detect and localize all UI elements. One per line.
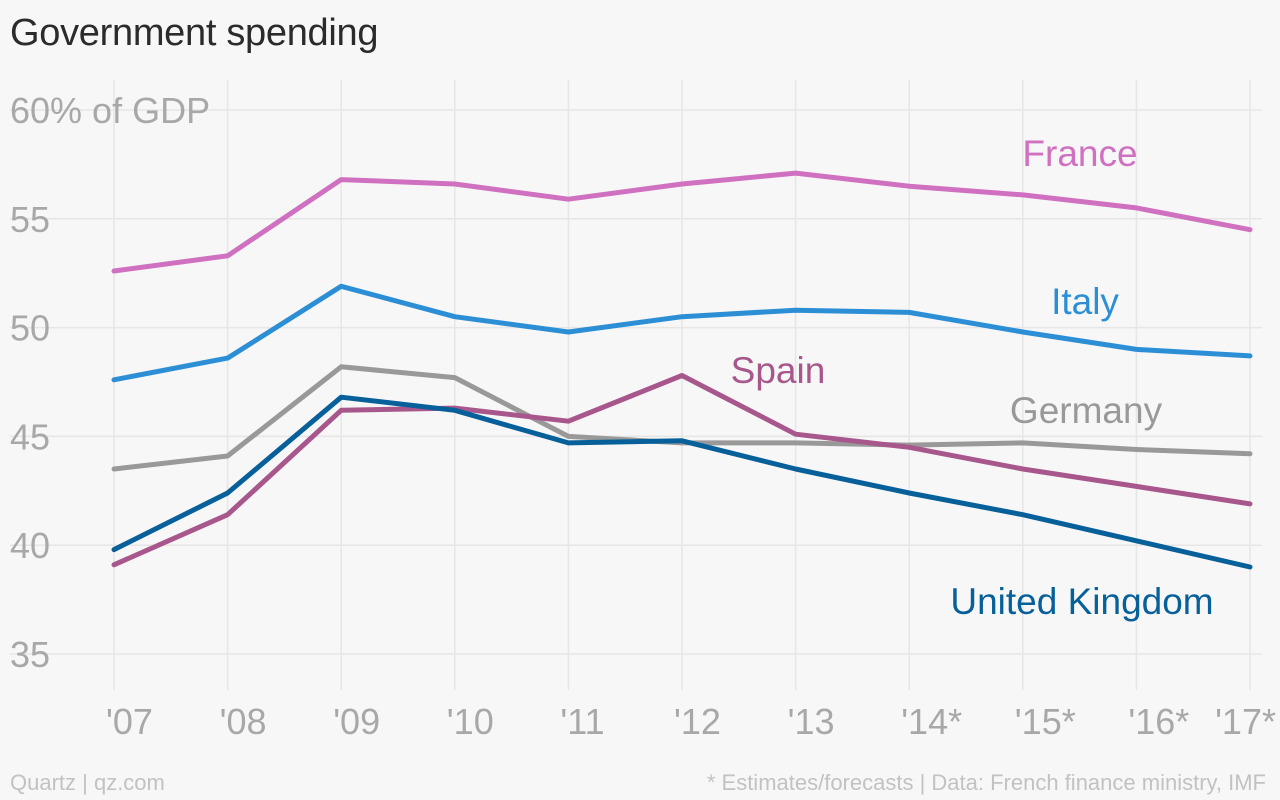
- x-axis-labels: '07 '08 '09 '10 '11 '12 '13 '14* '15* '16* '17*: [106, 701, 1276, 742]
- x-tick-label: '10: [447, 701, 494, 742]
- x-tick-label: '13: [788, 701, 835, 742]
- series-label-france: France: [1022, 133, 1137, 174]
- series-label-spain: Spain: [731, 350, 826, 391]
- series-label-germany: Germany: [1010, 390, 1163, 431]
- horizontal-gridlines: [10, 109, 1262, 655]
- x-tick-label: '15*: [1015, 701, 1076, 742]
- x-tick-label: '14*: [901, 701, 962, 742]
- x-tick-label: '12: [674, 701, 721, 742]
- y-tick-label: 50: [10, 308, 50, 349]
- y-tick-label: 40: [10, 525, 50, 566]
- series-line-france: [111, 170, 1253, 274]
- series-line-italy: [111, 283, 1253, 383]
- x-tick-label: '16*: [1128, 701, 1189, 742]
- x-tick-label: '08: [220, 701, 267, 742]
- y-axis-labels: 60% of GDP 55 50 45 40 35: [10, 90, 210, 675]
- series-labels: France Italy Germany Spain United Kingdom: [731, 133, 1214, 622]
- footer-brand: Quartz | qz.com: [10, 770, 165, 795]
- y-tick-label: 35: [10, 634, 50, 675]
- series-label-united-kingdom: United Kingdom: [950, 581, 1213, 622]
- y-tick-label: 55: [10, 199, 50, 240]
- series-line-spain: [111, 373, 1253, 568]
- footer-source-note: * Estimates/forecasts | Data: French fin…: [706, 770, 1266, 795]
- x-tick-label: '07: [106, 701, 153, 742]
- y-tick-label: 45: [10, 416, 50, 457]
- x-tick-label: '11: [560, 701, 604, 742]
- chart-title: Government spending: [10, 12, 379, 54]
- series-label-italy: Italy: [1051, 281, 1119, 322]
- x-tick-label: '09: [333, 701, 380, 742]
- x-tick-label: '17*: [1215, 701, 1276, 742]
- series-line-united-kingdom: [111, 394, 1253, 570]
- series-lines: [111, 170, 1253, 570]
- y-tick-label: 60% of GDP: [10, 90, 210, 131]
